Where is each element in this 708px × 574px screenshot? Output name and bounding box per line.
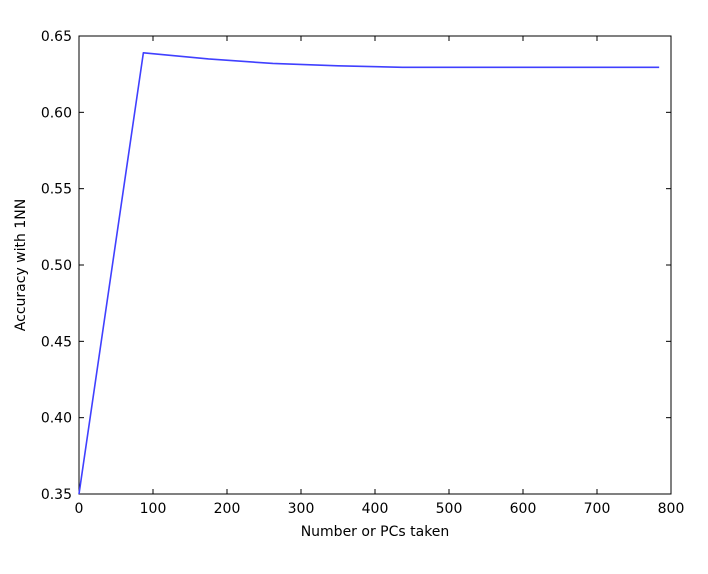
y-tick-label: 0.60 — [41, 105, 72, 121]
x-tick-label: 200 — [214, 501, 241, 517]
x-tick-label: 0 — [75, 501, 84, 517]
x-tick-label: 500 — [436, 501, 463, 517]
x-axis-label: Number or PCs taken — [301, 524, 450, 540]
x-tick-label: 800 — [658, 501, 685, 517]
y-tick-label: 0.40 — [41, 411, 72, 427]
plot-area — [78, 35, 672, 495]
y-tick-label: 0.55 — [41, 182, 72, 198]
x-tick-label: 100 — [140, 501, 167, 517]
series-group — [78, 51, 660, 495]
y-tick-label: 0.45 — [41, 334, 72, 350]
y-axis-label: Accuracy with 1NN — [13, 199, 29, 331]
x-tick-label: 600 — [510, 501, 537, 517]
x-axis-ticks: 0 100 200 300 400 500 600 700 800 — [75, 36, 685, 517]
y-tick-label: 0.50 — [41, 258, 72, 274]
y-axis-ticks: 0.35 0.40 0.45 0.50 0.55 0.60 0.65 — [41, 29, 671, 503]
x-tick-label: 400 — [362, 501, 389, 517]
series-line — [78, 51, 660, 495]
x-tick-label: 300 — [288, 501, 315, 517]
y-tick-label: 0.35 — [41, 487, 72, 503]
x-tick-label: 700 — [584, 501, 611, 517]
y-tick-label: 0.65 — [41, 29, 72, 45]
